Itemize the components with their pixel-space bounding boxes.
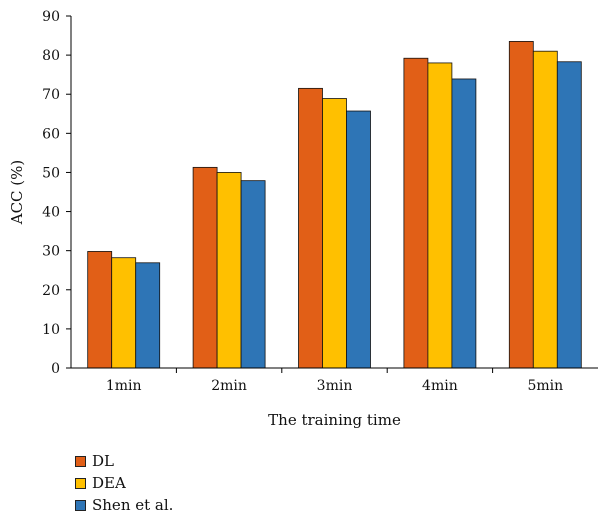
legend-item: DL — [75, 450, 173, 472]
bar-dl-1min — [87, 251, 113, 369]
bar-shen-et-al-3min — [346, 110, 371, 369]
y-axis-ticks: 0 10 20 30 40 50 60 70 80 90 — [42, 9, 71, 377]
legend-swatch — [75, 499, 86, 511]
bar-dea-2min — [216, 172, 242, 369]
bars — [87, 41, 582, 369]
bar-dea-1min — [111, 257, 137, 369]
legend-label: DEA — [92, 474, 126, 492]
bar-dl-4min — [403, 57, 429, 369]
bar-dea-4min — [427, 62, 453, 369]
bar-shen-et-al-4min — [451, 78, 477, 369]
bar-chart: 0 10 20 30 40 50 60 70 80 90 1min 2min 3min 4min 5min… — [8, 9, 598, 429]
y-tick-label: 20 — [42, 283, 60, 299]
legend-label: DL — [92, 452, 114, 470]
bar-shen-et-al-2min — [240, 180, 266, 369]
bar-dl-5min — [508, 41, 534, 369]
x-tick-label: 4min — [422, 378, 458, 394]
y-tick-label: 80 — [42, 48, 60, 64]
y-tick-label: 10 — [42, 322, 60, 338]
bar-shen-et-al-5min — [556, 61, 582, 369]
x-tick-label: 1min — [106, 378, 142, 394]
x-tick-label: 5min — [527, 378, 563, 394]
y-tick-label: 70 — [42, 87, 60, 103]
legend-swatch — [75, 455, 86, 467]
legend-item: DEA — [75, 472, 173, 494]
legend-item: Shen et al. — [75, 494, 173, 516]
bar-dl-2min — [192, 166, 218, 369]
x-tick-label: 2min — [211, 378, 247, 394]
y-tick-label: 0 — [51, 361, 60, 377]
bar-dea-5min — [532, 50, 558, 369]
x-axis-title: The training time — [268, 411, 401, 429]
y-tick-label: 60 — [42, 126, 60, 142]
x-axis-ticks: 1min 2min 3min 4min 5min — [106, 368, 563, 394]
legend-label: Shen et al. — [92, 496, 174, 514]
bar-dea-3min — [322, 98, 347, 369]
bar-shen-et-al-1min — [135, 262, 161, 369]
legend-swatch — [75, 477, 86, 489]
y-tick-label: 40 — [42, 205, 60, 221]
bar-dl-3min — [298, 87, 323, 369]
x-tick-label: 3min — [317, 378, 353, 394]
y-tick-label: 50 — [42, 165, 60, 181]
y-tick-label: 30 — [42, 244, 60, 260]
legend: DL DEA Shen et al. — [75, 450, 173, 516]
y-axis-title: ACC (%) — [8, 160, 26, 226]
y-tick-label: 90 — [42, 9, 60, 25]
